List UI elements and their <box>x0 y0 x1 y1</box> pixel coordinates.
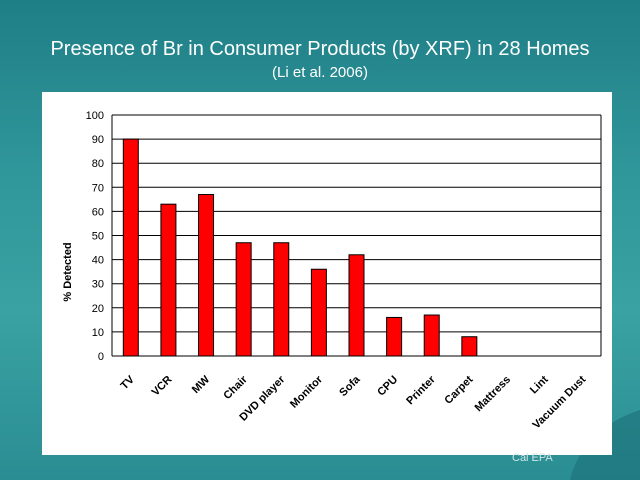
y-tick-label: 40 <box>92 255 104 267</box>
y-tick-label: 90 <box>92 134 104 146</box>
x-tick-label: Monitor <box>288 373 326 411</box>
bar <box>160 203 177 357</box>
x-tick-label: MW <box>190 373 213 396</box>
y-tick-labels: 0 10 20 30 40 50 60 70 80 90 100 <box>86 110 104 363</box>
bar <box>386 316 403 357</box>
slide-subtitle: (Li et al. 2006) <box>272 64 368 81</box>
x-tick-label: TV <box>119 373 138 392</box>
x-tick-label: VCR <box>150 374 175 399</box>
y-tick-label: 30 <box>92 279 104 291</box>
y-tick-label: 0 <box>98 351 104 363</box>
x-tick-label: Sofa <box>337 373 363 399</box>
y-tick-label: 50 <box>92 231 104 243</box>
y-tick-label: 80 <box>92 158 104 170</box>
bar <box>348 254 365 357</box>
x-tick-label: Lint <box>528 373 551 396</box>
y-tick-label: 60 <box>92 206 104 218</box>
x-tick-label: Carpet <box>442 373 475 406</box>
bar <box>423 314 440 357</box>
y-tick-label: 20 <box>92 303 104 315</box>
y-tick-label: 10 <box>92 327 104 339</box>
grid-lines <box>111 114 602 357</box>
bar <box>273 242 290 357</box>
y-axis-label: % Detected <box>62 242 74 301</box>
x-tick-label: Printer <box>404 373 438 407</box>
y-tick-label: 100 <box>86 110 104 122</box>
x-tick-label: Mattress <box>473 374 513 414</box>
bars <box>122 138 478 357</box>
chart-panel: 0 10 20 30 40 50 60 70 80 90 100 TV VCR MW Chair DVD p… <box>42 92 612 455</box>
x-tick-label: CPU <box>375 374 400 399</box>
bar <box>235 242 252 357</box>
bar <box>310 268 327 357</box>
bar <box>198 194 215 357</box>
bar <box>122 138 139 357</box>
bar <box>461 336 478 357</box>
y-tick-label: 70 <box>92 182 104 194</box>
x-tick-label: Chair <box>221 373 250 402</box>
slide-title: Presence of Br in Consumer Products (by … <box>50 38 590 60</box>
footer-text: Cal EPA <box>512 452 553 464</box>
